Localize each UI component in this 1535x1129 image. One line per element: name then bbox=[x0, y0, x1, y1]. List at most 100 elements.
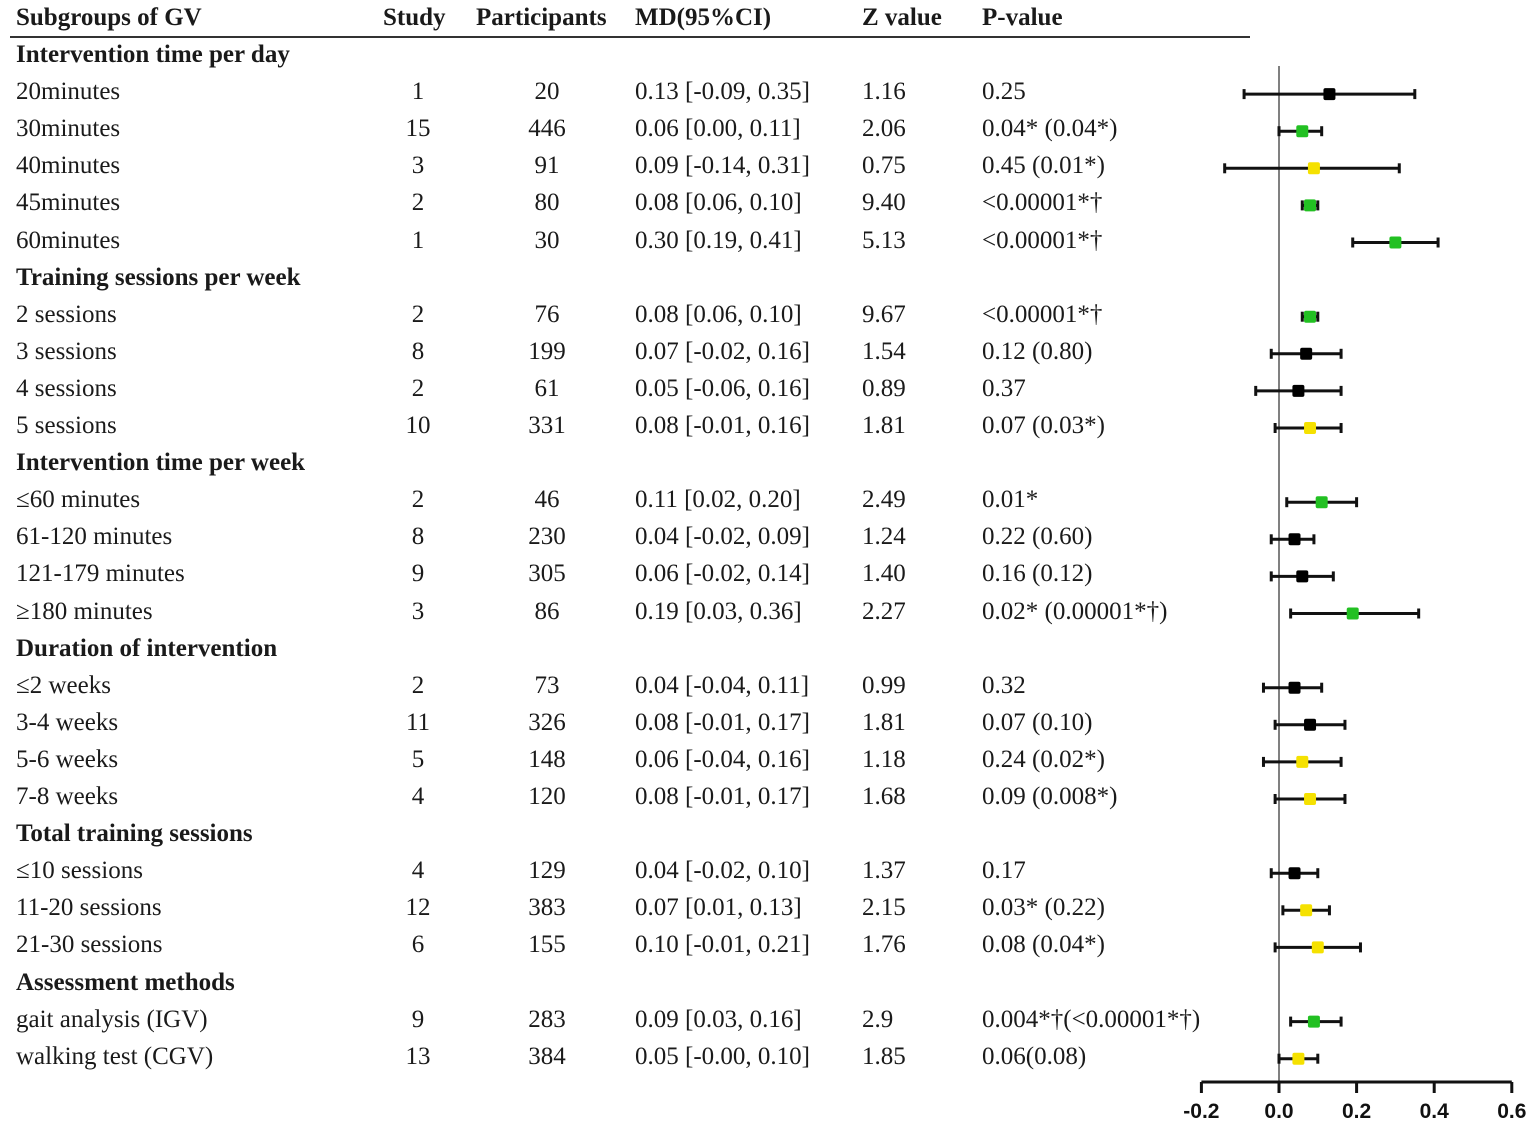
study-count: 6 bbox=[411, 931, 425, 959]
table-row: 5 sessions 10 331 0.08 [-0.01, 0.16] 1.81 0.0… bbox=[0, 412, 1250, 448]
p-value: 0.16 (0.12) bbox=[982, 560, 1093, 588]
point-estimate-marker bbox=[1307, 162, 1320, 175]
p-value: 0.08 (0.04*) bbox=[982, 931, 1105, 959]
x-axis: -0.2 0.0 0.2 0.4 0.6 bbox=[1183, 1080, 1526, 1123]
table-row: 3-4 weeks 11 326 0.08 [-0.01, 0.17] 1.81 0.07… bbox=[0, 709, 1250, 745]
z-value: 1.16 bbox=[862, 78, 906, 106]
point-estimate-marker bbox=[1288, 681, 1301, 694]
study-count: 2 bbox=[411, 671, 425, 699]
md-ci: 0.08 [0.06, 0.10] bbox=[635, 300, 802, 328]
participant-count: 383 bbox=[528, 894, 566, 922]
p-value: 0.45 (0.01*) bbox=[982, 152, 1105, 180]
row-label: 4 sessions bbox=[16, 374, 117, 402]
participant-count: 446 bbox=[528, 115, 566, 143]
ci-whisker bbox=[1281, 904, 1331, 917]
study-count: 2 bbox=[411, 374, 425, 402]
p-value: 0.09 (0.008*) bbox=[982, 783, 1118, 810]
ci-whisker bbox=[1273, 793, 1347, 805]
group-title: Training sessions per week bbox=[16, 263, 301, 291]
table-row: 121-179 minutes 9 305 0.06 [-0.02, 0.14] 1.4… bbox=[0, 560, 1250, 596]
ci-whisker bbox=[1269, 347, 1343, 360]
p-value: 0.17 bbox=[982, 857, 1026, 885]
point-estimate-marker bbox=[1288, 867, 1301, 880]
header-z: Z value bbox=[862, 4, 942, 31]
md-ci: 0.30 [0.19, 0.41] bbox=[635, 226, 802, 254]
participant-count: 46 bbox=[534, 486, 560, 514]
study-count: 1 bbox=[411, 226, 425, 254]
ci-whisker bbox=[1289, 607, 1421, 620]
study-count: 8 bbox=[411, 523, 425, 551]
p-value: 0.06(0.08) bbox=[982, 1042, 1087, 1070]
row-label: 5-6 weeks bbox=[16, 745, 119, 773]
ci-whisker bbox=[1351, 236, 1440, 249]
table-row: walking test (CGV) 13 384 0.05 [-0.00, 0.10… bbox=[0, 1043, 1250, 1079]
row-label: ≤10 sessions bbox=[16, 857, 143, 885]
point-estimate-marker bbox=[1292, 1052, 1305, 1065]
md-ci: 0.05 [-0.06, 0.16] bbox=[635, 374, 810, 402]
study-count: 8 bbox=[411, 337, 425, 365]
md-ci: 0.09 [0.03, 0.16] bbox=[635, 1005, 802, 1033]
row-label: 5 sessions bbox=[16, 412, 117, 439]
z-value: 5.13 bbox=[862, 226, 906, 254]
point-estimate-marker bbox=[1296, 125, 1309, 138]
md-ci: 0.05 [-0.00, 0.10] bbox=[635, 1042, 810, 1070]
p-value: 0.37 bbox=[982, 374, 1026, 402]
md-ci: 0.08 [-0.01, 0.17] bbox=[635, 708, 810, 736]
table-row: 4 sessions 2 61 0.05 [-0.06, 0.16] 0.89 0.37 bbox=[0, 375, 1250, 411]
table-row: 30minutes 15 446 0.06 [0.00, 0.11] 2.06 0.04*… bbox=[0, 115, 1250, 151]
header-divider bbox=[10, 36, 1250, 38]
row-label: 3 sessions bbox=[16, 337, 117, 365]
header-subgroup: Subgroups of GV bbox=[16, 4, 202, 31]
x-tick-label: 0.6 bbox=[1497, 1100, 1526, 1123]
participant-count: 120 bbox=[528, 783, 566, 810]
study-count: 9 bbox=[411, 560, 425, 588]
study-count: 5 bbox=[411, 745, 425, 773]
row-label: ≤60 minutes bbox=[16, 486, 141, 514]
point-estimate-marker bbox=[1292, 384, 1305, 397]
study-count: 1 bbox=[411, 78, 425, 106]
x-tick-label: -0.2 bbox=[1183, 1100, 1219, 1123]
row-label: 20minutes bbox=[16, 78, 121, 106]
z-value: 2.15 bbox=[862, 894, 906, 922]
table-row: 3 sessions 8 199 0.07 [-0.02, 0.16] 1.54 0.12… bbox=[0, 338, 1250, 374]
p-value: 0.24 (0.02*) bbox=[982, 745, 1105, 773]
md-ci: 0.06 [0.00, 0.11] bbox=[635, 115, 801, 143]
p-value: 0.004*†(<0.00001*†) bbox=[982, 1005, 1201, 1033]
md-ci: 0.04 [-0.04, 0.11] bbox=[635, 671, 810, 699]
header-participants: Participants bbox=[476, 4, 607, 31]
p-value: 0.03* (0.22) bbox=[982, 894, 1105, 922]
participant-count: 91 bbox=[534, 152, 560, 180]
table-row: 7-8 weeks 4 120 0.08 [-0.01, 0.17] 1.68 0.09 … bbox=[0, 783, 1250, 819]
table-row: 2 sessions 2 76 0.08 [0.06, 0.10] 9.67 <0.000… bbox=[0, 301, 1250, 337]
row-label: 30minutes bbox=[16, 115, 121, 143]
participant-count: 230 bbox=[528, 523, 566, 551]
z-value: 1.24 bbox=[862, 523, 906, 551]
table-row: 45minutes 2 80 0.08 [0.06, 0.10] 9.40 <0.0000… bbox=[0, 189, 1250, 225]
p-value: 0.25 bbox=[982, 78, 1026, 106]
z-value: 1.85 bbox=[862, 1042, 906, 1070]
point-estimate-marker bbox=[1300, 347, 1313, 360]
table-row: 60minutes 1 30 0.30 [0.19, 0.41] 5.13 <0.0000… bbox=[0, 227, 1250, 263]
ci-whisker bbox=[1254, 384, 1343, 397]
x-tick-label: 0.2 bbox=[1342, 1100, 1371, 1123]
participant-count: 73 bbox=[534, 671, 560, 699]
study-count: 4 bbox=[411, 857, 425, 885]
point-estimate-marker bbox=[1389, 236, 1402, 249]
z-value: 2.27 bbox=[862, 597, 906, 625]
p-value: <0.00001*† bbox=[982, 189, 1103, 217]
md-ci: 0.04 [-0.02, 0.09] bbox=[635, 523, 810, 551]
study-count: 3 bbox=[411, 597, 425, 625]
z-value: 0.75 bbox=[862, 152, 906, 180]
p-value: 0.01* bbox=[982, 486, 1039, 514]
point-estimate-marker bbox=[1300, 904, 1313, 917]
md-ci: 0.07 [0.01, 0.13] bbox=[635, 894, 802, 922]
study-count: 11 bbox=[405, 708, 431, 736]
study-count: 2 bbox=[411, 486, 425, 514]
p-value: 0.12 (0.80) bbox=[982, 337, 1093, 365]
ci-whisker bbox=[1261, 755, 1343, 768]
p-value: 0.07 (0.03*) bbox=[982, 412, 1105, 439]
row-label: 40minutes bbox=[16, 152, 121, 180]
participant-count: 20 bbox=[534, 78, 560, 106]
row-label: 2 sessions bbox=[16, 300, 117, 328]
group-title: Intervention time per week bbox=[16, 449, 306, 477]
